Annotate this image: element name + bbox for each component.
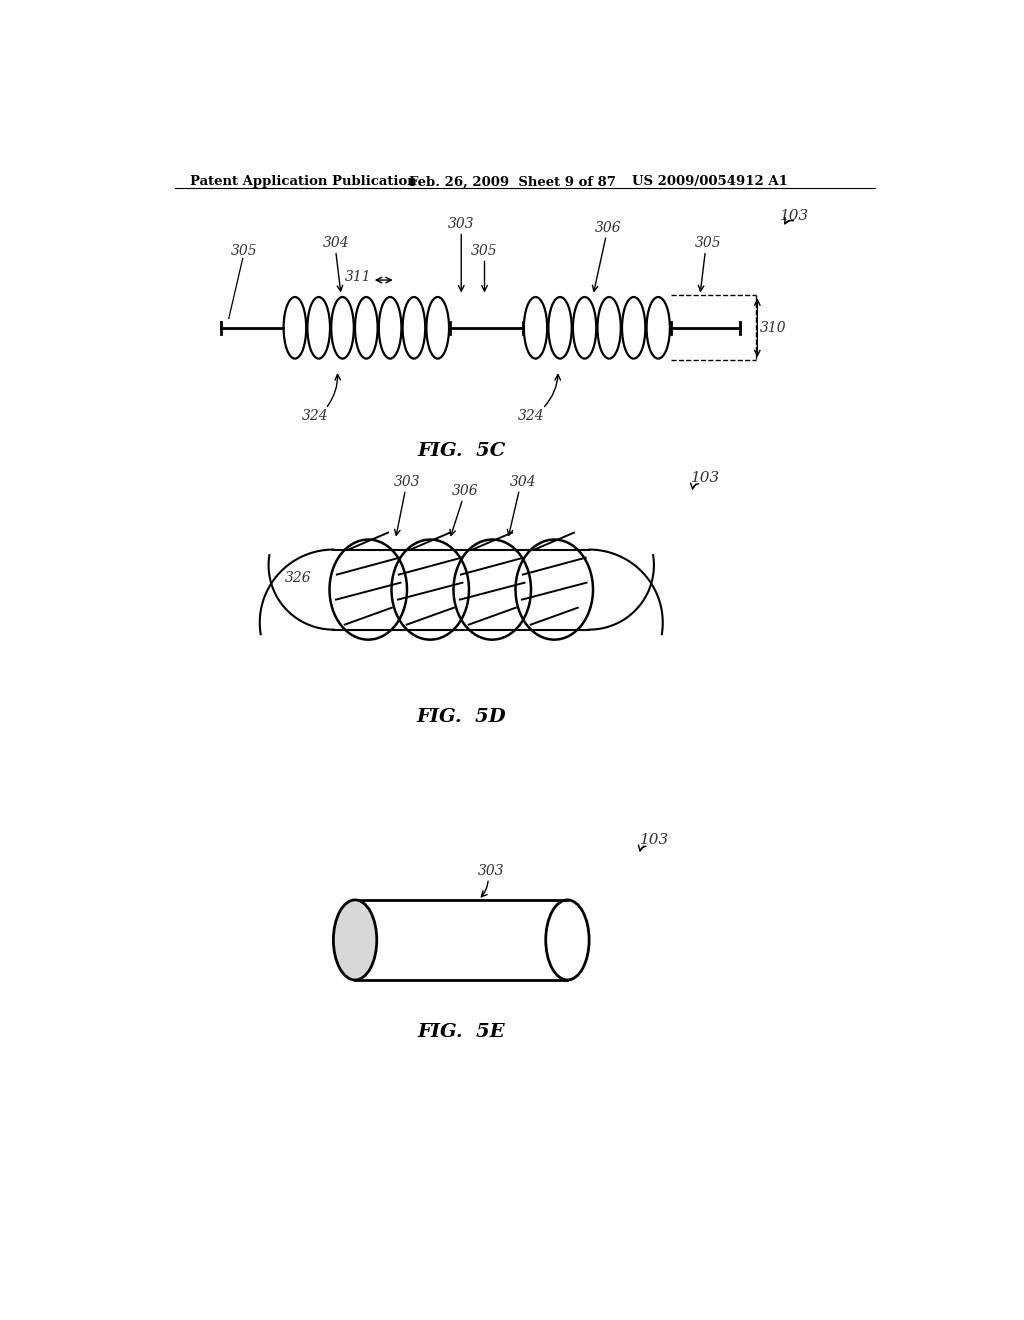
Text: FIG.  5C: FIG. 5C bbox=[417, 442, 506, 459]
Text: 305: 305 bbox=[231, 244, 258, 257]
Text: 324: 324 bbox=[518, 409, 545, 424]
Text: 305: 305 bbox=[471, 244, 498, 257]
Text: 103: 103 bbox=[780, 209, 809, 223]
Ellipse shape bbox=[334, 900, 377, 979]
Text: US 2009/0054912 A1: US 2009/0054912 A1 bbox=[632, 176, 787, 189]
Text: 310: 310 bbox=[760, 321, 786, 335]
Text: 103: 103 bbox=[691, 471, 720, 484]
Text: Feb. 26, 2009  Sheet 9 of 87: Feb. 26, 2009 Sheet 9 of 87 bbox=[409, 176, 615, 189]
Text: 303: 303 bbox=[393, 475, 420, 488]
Text: 311: 311 bbox=[345, 271, 372, 284]
Text: Patent Application Publication: Patent Application Publication bbox=[190, 176, 417, 189]
Text: 304: 304 bbox=[323, 236, 349, 249]
Text: 305: 305 bbox=[694, 236, 721, 249]
Text: 304: 304 bbox=[510, 475, 537, 488]
Text: FIG.  5D: FIG. 5D bbox=[417, 708, 506, 726]
Text: FIG.  5E: FIG. 5E bbox=[418, 1023, 505, 1041]
Text: 103: 103 bbox=[640, 833, 670, 847]
Text: 306: 306 bbox=[595, 220, 622, 235]
Text: 303: 303 bbox=[447, 216, 474, 231]
Text: 306: 306 bbox=[452, 484, 478, 498]
Text: 324: 324 bbox=[302, 409, 329, 424]
Text: 326: 326 bbox=[286, 572, 312, 585]
Text: 303: 303 bbox=[477, 863, 504, 878]
